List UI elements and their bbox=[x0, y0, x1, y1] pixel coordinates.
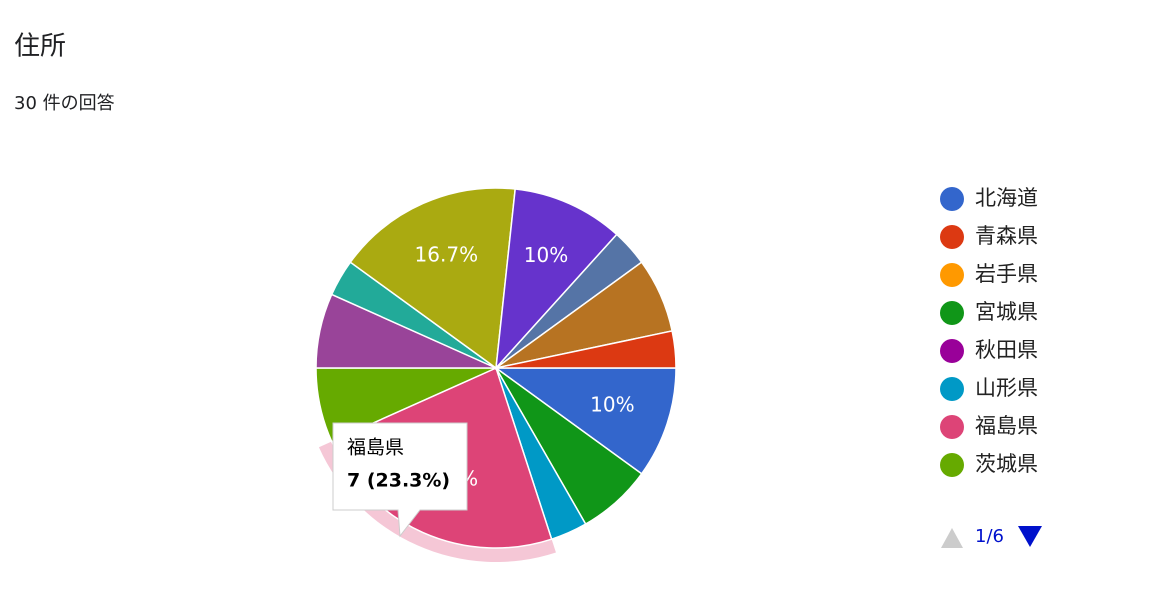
legend-swatch bbox=[940, 339, 964, 363]
legend-label: 青森県 bbox=[975, 224, 1038, 248]
legend-label: 宮城県 bbox=[975, 300, 1038, 324]
tooltip-text: 7 (23.3%) bbox=[347, 470, 450, 492]
legend-label: 岩手県 bbox=[975, 262, 1038, 286]
slice-label: 16.7% bbox=[415, 243, 479, 267]
chart-subtitle: 30 件の回答 bbox=[14, 93, 115, 114]
legend-label: 北海道 bbox=[975, 186, 1038, 210]
slice bbox=[495, 188, 618, 371]
chart-title: 住所 bbox=[14, 32, 66, 62]
legend-page: 1/6 bbox=[975, 526, 1004, 547]
tooltip: 福島県 7 (23.3%) bbox=[332, 422, 468, 538]
legend-label: 山形県 bbox=[975, 376, 1038, 400]
legend-next[interactable] bbox=[1018, 526, 1042, 547]
legend-swatch bbox=[940, 225, 964, 249]
legend-swatch bbox=[940, 301, 964, 325]
slice bbox=[495, 330, 677, 369]
legend-swatch bbox=[940, 187, 964, 211]
legend-label: 秋田県 bbox=[975, 338, 1038, 362]
slice-label: 10% bbox=[590, 392, 634, 416]
legend-swatch bbox=[940, 415, 964, 439]
pie bbox=[315, 187, 677, 562]
legend-swatch bbox=[940, 377, 964, 401]
legend-swatch bbox=[940, 263, 964, 287]
slice bbox=[349, 187, 517, 370]
tooltip-box bbox=[332, 422, 468, 538]
legend-prev[interactable] bbox=[941, 528, 963, 548]
slice-label: 10% bbox=[524, 243, 568, 267]
tooltip-title: 福島県 bbox=[347, 437, 404, 459]
legend-label: 茨城県 bbox=[975, 452, 1038, 476]
slice bbox=[493, 367, 677, 475]
legend-label: 福島県 bbox=[975, 414, 1038, 438]
legend-swatch bbox=[940, 453, 964, 477]
